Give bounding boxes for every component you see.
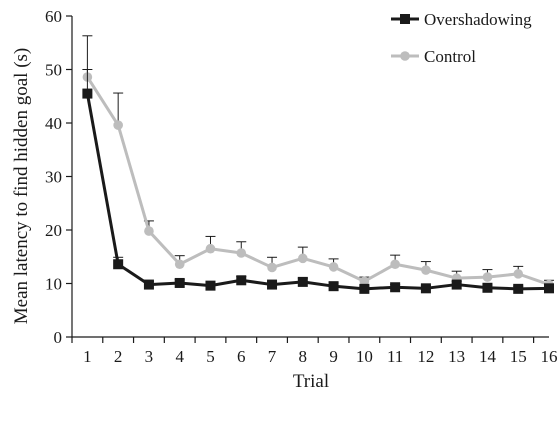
data-point-overshadowing <box>482 282 493 293</box>
data-point-control <box>359 276 370 287</box>
x-tick-label: 3 <box>145 347 154 366</box>
data-point-overshadowing <box>328 281 339 292</box>
data-point-control <box>236 248 247 258</box>
y-tick-label: 40 <box>45 114 62 133</box>
legend-item-control: Control <box>391 47 476 66</box>
data-point-overshadowing <box>205 280 216 291</box>
data-point-overshadowing <box>113 259 124 270</box>
y-axis-title: Mean latency to find hidden goal (s) <box>11 48 32 324</box>
data-point-control <box>513 269 524 279</box>
x-axis-title: Trial <box>293 371 329 392</box>
x-tick-label: 9 <box>329 347 338 366</box>
data-point-overshadowing <box>267 279 278 290</box>
x-tick-label: 1 <box>83 347 92 366</box>
legend-item-overshadowing: Overshadowing <box>391 10 532 29</box>
data-point-control <box>174 259 185 270</box>
x-tick-label: 5 <box>206 347 215 366</box>
legend: Overshadowing Control <box>391 10 532 66</box>
x-tick-label: 2 <box>114 347 123 366</box>
x-ticks: 1 2 3 4 5 6 7 8 9 10 11 12 13 14 15 16 <box>71 337 558 366</box>
data-point-control <box>390 259 400 270</box>
x-tick-label: 11 <box>387 347 403 366</box>
y-tick-label: 0 <box>54 328 63 347</box>
x-tick-label: 6 <box>237 347 246 366</box>
data-point-overshadowing <box>420 283 431 294</box>
data-point-control <box>328 262 339 272</box>
x-tick-label: 8 <box>299 347 308 366</box>
data-point-overshadowing <box>513 283 524 294</box>
data-point-overshadowing <box>143 279 154 290</box>
data-point-overshadowing <box>174 277 185 288</box>
data-point-overshadowing <box>390 282 401 293</box>
x-tick-label: 7 <box>268 347 277 366</box>
data-point-control <box>298 253 308 264</box>
data-point-control <box>482 272 493 282</box>
series-line-overshadowing <box>85 93 550 291</box>
y-ticks: 0 10 20 30 40 50 60 <box>45 7 72 347</box>
data-point-overshadowing <box>297 276 308 287</box>
data-point-overshadowing <box>82 88 93 99</box>
x-tick-label: 16 <box>541 347 558 366</box>
data-point-control <box>267 262 277 273</box>
legend-marker-control <box>400 51 410 61</box>
series-overshadowing <box>82 69 554 294</box>
y-tick-label: 30 <box>45 168 62 187</box>
y-tick-label: 20 <box>45 221 62 240</box>
x-tick-label: 13 <box>448 347 465 366</box>
x-tick-label: 10 <box>356 347 373 366</box>
x-tick-label: 4 <box>175 347 184 366</box>
data-point-overshadowing <box>451 279 462 290</box>
y-tick-label: 60 <box>45 7 62 26</box>
data-point-control <box>144 226 154 236</box>
series-line-control <box>86 76 550 286</box>
x-tick-label: 15 <box>510 347 527 366</box>
x-tick-label: 14 <box>479 347 497 366</box>
x-tick-label: 12 <box>417 347 434 366</box>
data-point-control <box>205 243 216 254</box>
y-tick-label: 10 <box>45 275 62 294</box>
legend-label-control: Control <box>424 47 476 66</box>
data-point-overshadowing <box>359 283 370 294</box>
legend-marker-overshadowing <box>400 14 410 24</box>
series-control <box>82 35 554 290</box>
data-point-control <box>113 120 123 130</box>
legend-label-overshadowing: Overshadowing <box>424 10 532 29</box>
series-layer <box>82 35 554 294</box>
data-point-overshadowing <box>236 275 247 286</box>
y-tick-label: 50 <box>45 61 62 80</box>
data-point-control <box>421 265 431 275</box>
data-point-overshadowing <box>544 283 554 294</box>
